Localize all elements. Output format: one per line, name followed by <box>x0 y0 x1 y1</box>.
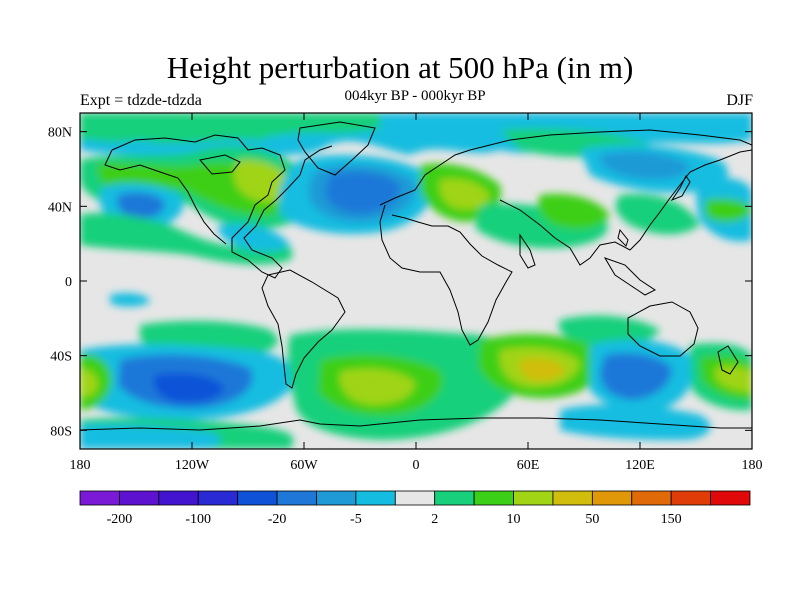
experiment-label: Expt = tdzde-tdzda <box>80 92 202 109</box>
x-tick-label: 120W <box>175 458 210 473</box>
coastlines <box>80 121 752 431</box>
x-tick-label: 0 <box>413 458 420 473</box>
x-tick-label: 180 <box>742 458 763 473</box>
map-title: Height perturbation at 500 hPa (in m) <box>166 50 634 85</box>
colorbar-label: -5 <box>350 512 362 527</box>
colorbar-swatch <box>197 490 239 506</box>
colorbar-swatch <box>316 490 357 506</box>
height-field <box>80 113 752 449</box>
colorbar-swatch <box>710 490 751 506</box>
y-axis: 80N 40N 0 40S 80S <box>48 126 752 439</box>
y-tick-label: 40S <box>50 350 72 365</box>
colorbar-swatch <box>631 490 672 506</box>
colorbar-swatch <box>355 490 396 506</box>
colorbar-swatch <box>473 490 514 506</box>
colorbar-swatch <box>513 490 554 506</box>
colorbar-swatch <box>591 490 633 506</box>
colorbar-swatch <box>158 490 199 506</box>
x-tick-label: 60E <box>517 458 540 473</box>
colorbar-label: -100 <box>185 512 211 527</box>
map-subtitle: 004kyr BP - 000kyr BP <box>344 88 486 104</box>
season-label: DJF <box>726 92 753 109</box>
colorbar-label: -200 <box>107 512 133 527</box>
colorbar-swatch <box>237 490 278 506</box>
x-tick-label: 60W <box>290 458 318 473</box>
colorbar-swatch <box>394 490 436 506</box>
colorbar-label: -20 <box>268 512 287 527</box>
colorbar-swatch <box>552 490 593 506</box>
colorbar-label: 150 <box>661 512 682 527</box>
x-axis: 180 120W 60W 0 60E 120E 180 <box>70 113 763 473</box>
x-tick-label: 120E <box>625 458 655 473</box>
x-tick-label: 180 <box>70 458 91 473</box>
colorbar-label: 2 <box>431 512 438 527</box>
colorbar-label: 10 <box>507 512 521 527</box>
y-tick-label: 40N <box>48 200 72 215</box>
colorbar-swatch <box>434 490 475 506</box>
colorbar-label: 50 <box>585 512 599 527</box>
y-tick-label: 80S <box>50 424 72 439</box>
colorbar-swatch <box>276 490 317 506</box>
colorbar-swatch <box>79 490 120 506</box>
colorbar-swatch <box>670 490 711 506</box>
colorbar: -200 -100 -20 -5 2 10 50 150 <box>79 490 751 527</box>
y-tick-label: 80N <box>48 126 72 141</box>
colorbar-swatch <box>119 490 160 506</box>
y-tick-label: 0 <box>65 275 72 290</box>
